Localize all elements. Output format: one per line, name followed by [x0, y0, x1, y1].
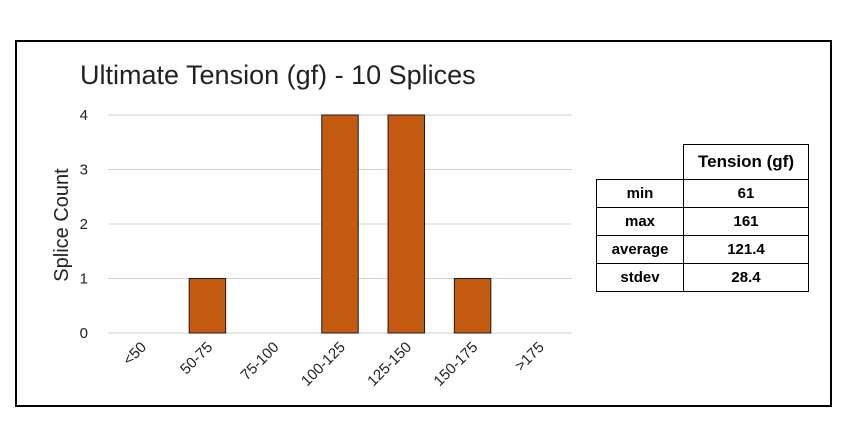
stats-label: min — [596, 179, 684, 208]
stats-value: 121.4 — [683, 235, 809, 264]
bar — [453, 278, 492, 334]
x-tick-label: 50-75 — [177, 339, 216, 378]
stats-label: max — [596, 207, 684, 236]
stats-header-blank — [596, 144, 684, 180]
stats-label: stdev — [596, 263, 684, 292]
y-axis-label: Splice Count — [51, 168, 73, 282]
x-tick-label: <50 — [120, 339, 150, 369]
x-tick-label: 150-175 — [430, 339, 481, 390]
y-tick-label: 2 — [80, 216, 88, 233]
stats-value: 161 — [683, 207, 809, 236]
chart-title: Ultimate Tension (gf) - 10 Splices — [80, 60, 476, 90]
x-tick-label: 75-100 — [237, 339, 282, 384]
bar — [321, 114, 359, 334]
y-tick-label: 3 — [80, 162, 88, 179]
stats-header: Tension (gf) — [683, 144, 809, 180]
stats-header-row: Tension (gf) — [596, 144, 809, 180]
stats-label: average — [596, 235, 684, 264]
stats-table: Tension (gf) min 61 max 161 average 121.… — [596, 144, 809, 292]
stats-row-average: average 121.4 — [596, 235, 809, 264]
stats-row-min: min 61 — [596, 179, 809, 208]
bar — [188, 278, 227, 334]
stats-row-stdev: stdev 28.4 — [596, 263, 809, 292]
y-tick-label: 0 — [80, 325, 88, 342]
bar — [387, 114, 426, 334]
y-tick-label: 1 — [80, 271, 88, 288]
x-tick-label: 125-150 — [364, 339, 415, 390]
y-tick-label: 4 — [80, 107, 88, 124]
stats-row-max: max 161 — [596, 207, 809, 236]
stats-value: 61 — [683, 179, 809, 208]
stats-value: 28.4 — [683, 263, 809, 292]
x-tick-label: >175 — [512, 339, 548, 375]
x-tick-label: 100-125 — [298, 339, 349, 390]
